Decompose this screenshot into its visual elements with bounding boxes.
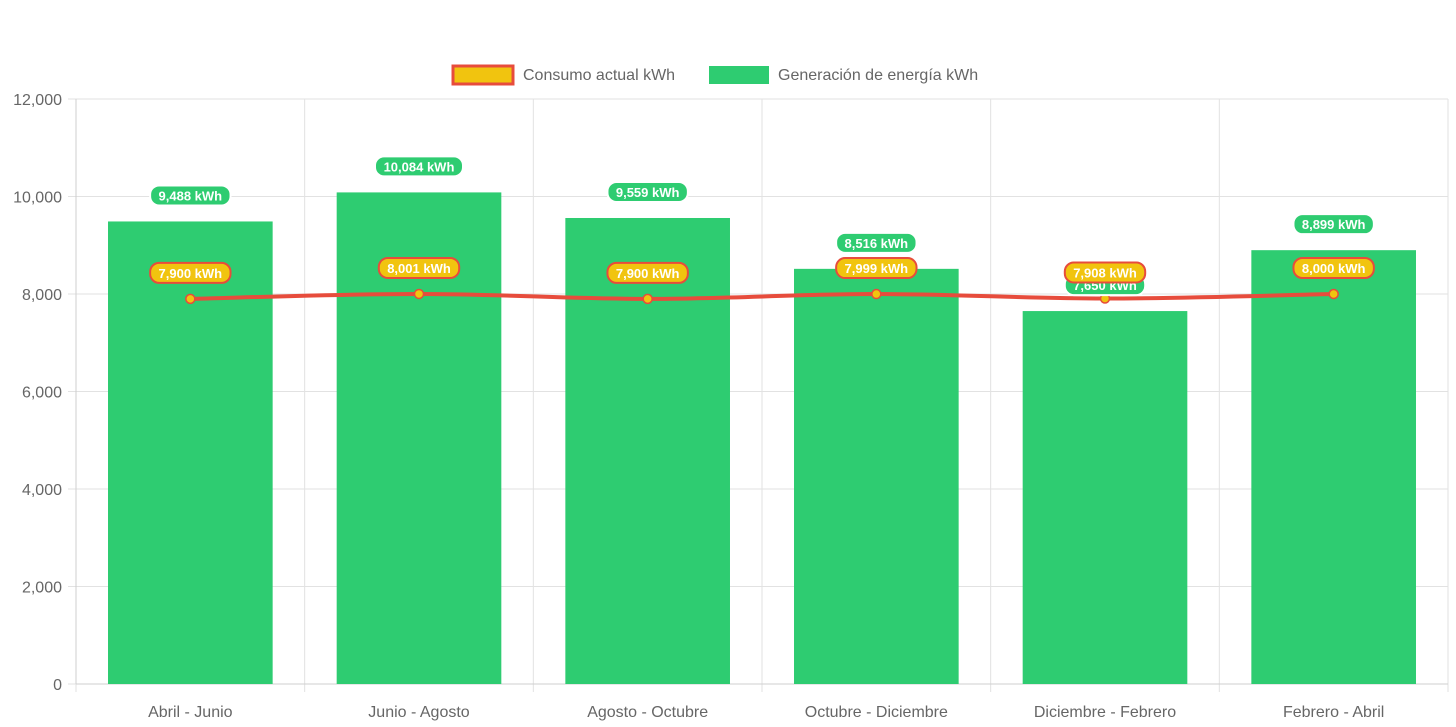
y-tick-label: 0 bbox=[53, 677, 62, 694]
data-label-consumo-text: 8,000 kWh bbox=[1302, 261, 1366, 276]
legend[interactable]: Consumo actual kWh Generación de energía… bbox=[451, 64, 978, 86]
data-label-consumo: 7,900 kWh bbox=[606, 261, 689, 284]
data-label-consumo-bg bbox=[606, 261, 689, 284]
data-label-consumo-text: 7,908 kWh bbox=[1073, 265, 1137, 280]
data-label-generacion-bg bbox=[149, 184, 232, 207]
data-label-consumo-bg bbox=[377, 256, 461, 279]
data-label-consumo: 7,908 kWh bbox=[1063, 261, 1147, 284]
x-tick-label: Agosto - Octubre bbox=[587, 704, 708, 721]
data-label-generacion: 8,516 kWh bbox=[835, 231, 918, 254]
data-label-generacion: 10,084 kWh bbox=[374, 155, 464, 178]
point-consumo[interactable] bbox=[185, 293, 196, 305]
line-consumo bbox=[190, 291, 1334, 301]
legend-item-generacion[interactable]: Generación de energía kWh bbox=[709, 66, 978, 84]
y-tick-label: 10,000 bbox=[13, 190, 62, 207]
legend-item-consumo[interactable]: Consumo actual kWh bbox=[451, 64, 675, 86]
grid-lines bbox=[75, 98, 1449, 692]
bar-generacion[interactable] bbox=[1251, 250, 1416, 684]
data-label-consumo: 8,001 kWh bbox=[377, 256, 461, 279]
data-label-generacion-bg bbox=[606, 180, 689, 203]
y-tick-label: 2,000 bbox=[22, 580, 62, 597]
data-label-generacion-bg bbox=[835, 231, 918, 254]
x-tick-label: Abril - Junio bbox=[148, 704, 233, 721]
bar-generacion[interactable] bbox=[794, 268, 959, 684]
point-consumo[interactable] bbox=[413, 288, 425, 300]
data-label-generacion: 9,488 kWh bbox=[149, 184, 232, 207]
axes: 0 2,000 4,000 6,000 8,000 10,000 12,000 Abril -… bbox=[13, 92, 1448, 721]
data-label-generacion-bg bbox=[374, 155, 464, 178]
data-label-generacion-text: 9,559 kWh bbox=[616, 185, 680, 200]
legend-swatch-consumo bbox=[451, 64, 515, 86]
y-tick-label: 4,000 bbox=[22, 482, 62, 499]
legend-swatch-generacion bbox=[709, 66, 769, 84]
x-tick-label: Junio - Agosto bbox=[368, 704, 470, 721]
bar-generacion[interactable] bbox=[1022, 311, 1188, 684]
data-label-consumo-text: 7,999 kWh bbox=[845, 261, 909, 276]
data-label-generacion-bg bbox=[1292, 213, 1375, 236]
data-label-consumo-bg bbox=[1292, 257, 1375, 279]
data-label-consumo-text: 7,900 kWh bbox=[159, 266, 223, 281]
data-label-consumo-bg bbox=[149, 261, 232, 284]
data-label-consumo-bg bbox=[835, 257, 918, 280]
x-tick-label: Diciembre - Febrero bbox=[1034, 704, 1176, 721]
legend-label-consumo: Consumo actual kWh bbox=[523, 67, 675, 84]
bar-generacion[interactable] bbox=[565, 217, 730, 684]
data-label-generacion: 8,899 kWh bbox=[1292, 213, 1375, 236]
y-tick-label: 8,000 bbox=[22, 287, 62, 304]
data-label-generacion-text: 10,084 kWh bbox=[384, 159, 455, 174]
data-label-generacion: 9,559 kWh bbox=[606, 180, 689, 203]
point-consumo[interactable] bbox=[1328, 288, 1339, 300]
point-consumo[interactable] bbox=[871, 288, 882, 300]
data-label-consumo-text: 7,900 kWh bbox=[616, 266, 680, 281]
data-label-consumo: 7,900 kWh bbox=[149, 261, 232, 284]
data-label-consumo-bg bbox=[1063, 261, 1147, 284]
x-tick-label: Octubre - Diciembre bbox=[805, 704, 948, 721]
data-label-generacion-text: 8,516 kWh bbox=[845, 236, 909, 251]
y-tick-label: 6,000 bbox=[22, 385, 62, 402]
y-tick-label: 12,000 bbox=[13, 92, 62, 109]
x-tick-label: Febrero - Abril bbox=[1283, 704, 1384, 721]
legend-label-generacion: Generación de energía kWh bbox=[778, 67, 978, 84]
bar-generacion[interactable] bbox=[108, 221, 273, 684]
data-label-generacion-text: 8,899 kWh bbox=[1302, 217, 1366, 232]
data-label-consumo: 8,000 kWh bbox=[1292, 257, 1375, 279]
data-label-consumo: 7,999 kWh bbox=[835, 257, 918, 280]
point-consumo[interactable] bbox=[642, 293, 653, 305]
data-label-consumo-text: 8,001 kWh bbox=[387, 261, 451, 276]
data-label-generacion-text: 9,488 kWh bbox=[159, 188, 223, 203]
